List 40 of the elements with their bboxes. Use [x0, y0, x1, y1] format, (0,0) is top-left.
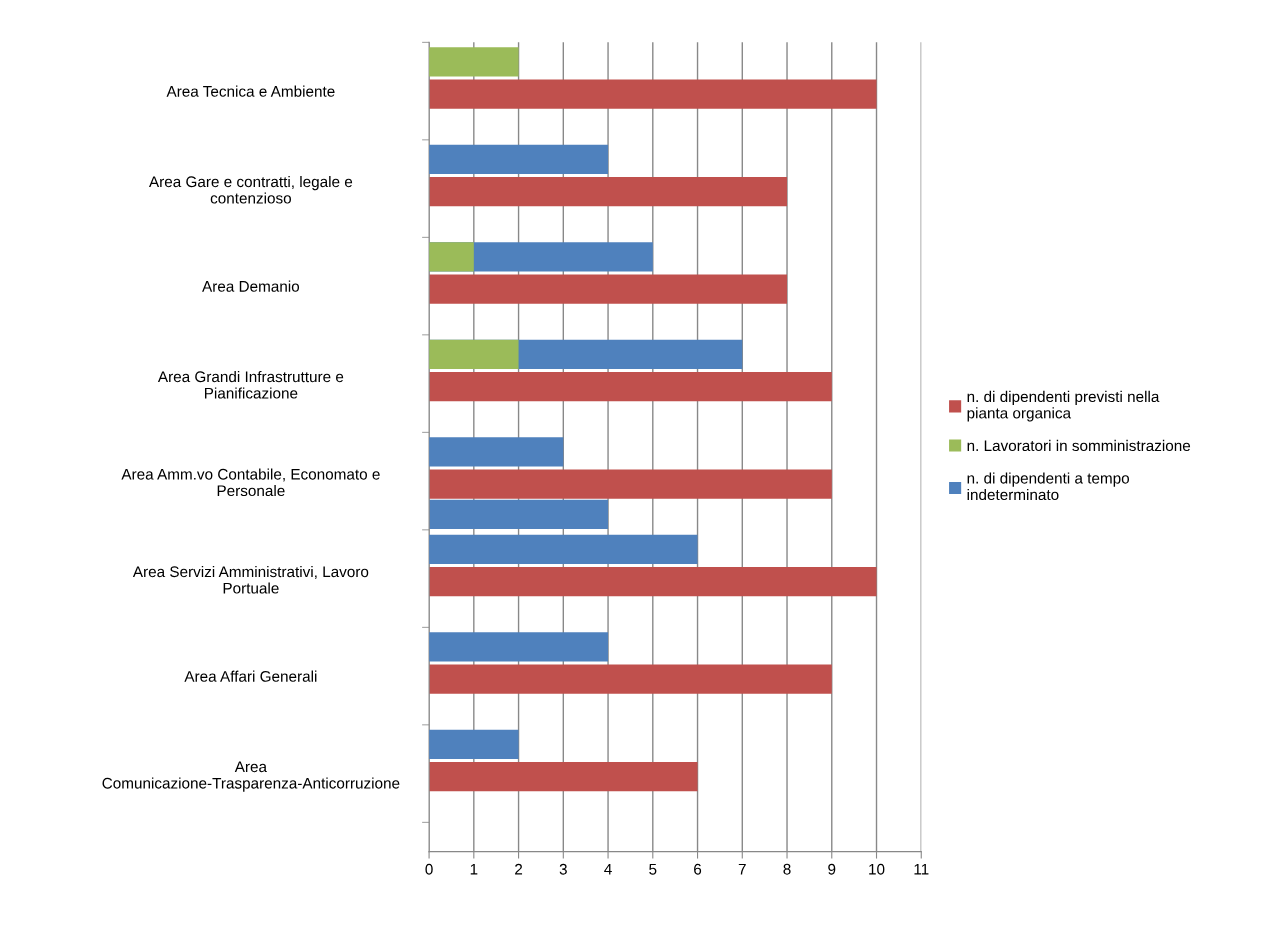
x-tick-label: 5 [649, 863, 657, 875]
x-tick-label: 6 [694, 863, 702, 875]
x-tick-label: 1 [470, 863, 478, 875]
x-tick-label: 0 [425, 863, 433, 875]
bar [429, 469, 832, 499]
bar [429, 144, 609, 174]
bar [429, 437, 564, 467]
x-tick-label: 10 [869, 863, 885, 875]
bar [429, 242, 474, 272]
legend-label: n. di dipendenti a tempo indeterminato [967, 472, 1130, 501]
bar [429, 47, 519, 77]
bar [429, 371, 832, 402]
y-tick-label: Area Grandi Infrastrutture e Pianificazione [157, 370, 344, 399]
bar [429, 566, 877, 597]
y-tick-label: Area Comunicazione-Trasparenza-Anticorruzione [102, 761, 400, 792]
y-tick-label: Area Demanio [202, 280, 300, 292]
bar [429, 632, 609, 662]
x-tick-label: 11 [914, 863, 929, 875]
x-tick-label: 8 [783, 863, 791, 875]
x-tick-label: 2 [515, 863, 523, 875]
bar [429, 274, 788, 304]
x-tick-label: 4 [604, 863, 612, 875]
y-tick-label: Area Gare e contratti, legale e contenzioso [149, 175, 353, 204]
bar [429, 339, 519, 369]
bar [429, 176, 788, 207]
bar [429, 534, 698, 564]
bar [429, 499, 609, 529]
bar [429, 79, 877, 109]
bar [429, 729, 519, 759]
bar [429, 761, 698, 792]
x-tick-label: 9 [828, 863, 836, 875]
legend-label: n. Lavoratori in somministrazione [967, 439, 1191, 452]
y-tick-label: Area Tecnica e Ambiente [166, 85, 335, 97]
y-tick-label: Area Servizi Amministrativi, Lavoro Portuale [132, 565, 369, 594]
x-tick-label: 7 [738, 863, 746, 875]
y-tick-label: Area Amm.vo Contabile, Economato e Personale [121, 468, 380, 497]
bar [429, 664, 832, 694]
x-tick-label: 3 [559, 863, 567, 875]
y-tick-label: Area Affari Generali [184, 670, 317, 682]
legend-label: n. di dipendenti previsti nella pianta organica [967, 390, 1160, 422]
